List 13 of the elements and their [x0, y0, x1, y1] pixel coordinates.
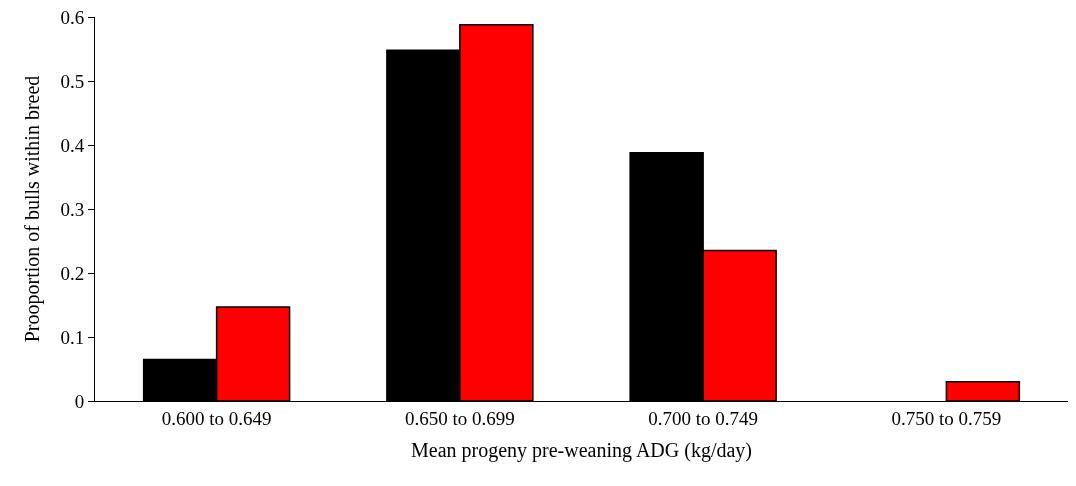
y-tick-label: 0.6: [60, 6, 85, 28]
y-tick-label: 0.1: [60, 326, 85, 348]
y-tick-label: 0: [74, 390, 85, 412]
x-tick-label: 0.750 to 0.759: [891, 407, 1002, 429]
y-tick-label: 0.2: [60, 262, 85, 284]
x-axis-title: Mean progeny pre-weaning ADG (kg/day): [410, 439, 753, 463]
x-tick-label: 0.600 to 0.649: [161, 407, 272, 429]
y-tick-label: 0.3: [60, 198, 85, 220]
x-tick-label: 0.700 to 0.749: [648, 407, 759, 429]
y-tick-label: 0.4: [60, 134, 85, 156]
y-tick-label: 0.5: [60, 70, 85, 92]
x-tick-label: 0.650 to 0.699: [404, 407, 515, 429]
y-axis-title: Prooportion of bulls within breed: [20, 75, 44, 343]
